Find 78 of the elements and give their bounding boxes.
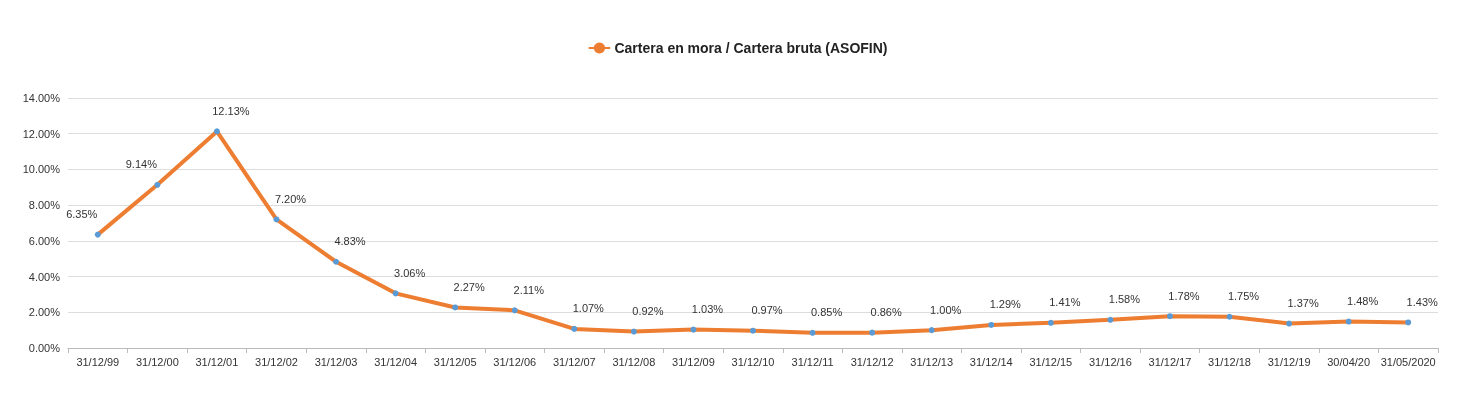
data-label: 0.86% [870, 306, 902, 319]
data-label: 1.43% [1406, 295, 1439, 308]
data-label: 1.00% [930, 303, 962, 316]
x-tick-label: 31/12/13 [910, 355, 954, 368]
data-label: 12.13% [212, 104, 250, 117]
y-tick-label: 6.00% [28, 234, 61, 247]
x-tick-label: 31/12/14 [969, 355, 1013, 368]
legend-label: Cartera en mora / Cartera bruta (ASOFIN) [614, 40, 888, 56]
point [571, 325, 578, 332]
data-label: 0.92% [632, 305, 664, 318]
data-label: 1.41% [1049, 296, 1081, 309]
data-label: 2.27% [453, 280, 485, 293]
point [94, 231, 101, 238]
data-label: 1.07% [572, 302, 605, 315]
y-tick-label: 12.00% [22, 127, 61, 140]
data-label: 0.85% [810, 306, 843, 319]
data-label: 1.37% [1287, 297, 1319, 310]
point [750, 327, 756, 334]
point [1226, 313, 1233, 320]
point [511, 307, 518, 314]
x-tick-label: 31/12/11 [791, 355, 834, 368]
x-tick-label: 31/12/19 [1267, 355, 1311, 368]
point [1047, 319, 1054, 326]
x-tick-label: 31/12/09 [672, 355, 715, 368]
point [809, 329, 816, 336]
point [869, 329, 876, 336]
y-tick-label: 2.00% [28, 306, 61, 319]
point [630, 328, 637, 335]
data-label: 6.35% [66, 208, 98, 221]
x-tick-label: 31/12/06 [493, 355, 537, 368]
point [1286, 320, 1293, 327]
y-tick-label: 8.00% [28, 199, 61, 212]
x-tick-label: 31/05/2020 [1380, 355, 1436, 368]
x-tick-label: 31/12/16 [1088, 355, 1132, 368]
data-label: 1.29% [989, 298, 1022, 311]
data-label: 2.11% [513, 283, 545, 296]
x-tick-label: 30/04/20 [1327, 355, 1371, 368]
x-tick-label: 31/12/15 [1029, 355, 1073, 368]
point [988, 321, 995, 328]
x-tick-label: 31/12/04 [374, 355, 418, 368]
x-tick-label: 31/12/08 [612, 355, 656, 368]
x-tick-label: 31/12/01 [195, 355, 239, 368]
y-tick-label: 4.00% [28, 270, 61, 283]
point [392, 290, 399, 297]
data-label: 7.20% [274, 192, 307, 205]
x-tick-label: 31/12/00 [135, 355, 179, 368]
x-tick-label: 31/12/99 [76, 355, 120, 368]
data-label: 1.75% [1227, 290, 1260, 303]
data-label: 1.48% [1347, 295, 1379, 308]
point [213, 128, 220, 135]
data-label: 3.06% [394, 266, 426, 279]
x-tick-label: 31/12/12 [850, 355, 894, 368]
data-label: 0.97% [751, 304, 783, 317]
x-tick-label: 31/12/03 [314, 355, 358, 368]
point [273, 216, 280, 223]
point [1107, 316, 1114, 323]
point [1166, 313, 1173, 320]
point [154, 181, 161, 188]
point [928, 327, 935, 334]
y-tick-label: 10.00% [22, 163, 61, 176]
data-label: 1.78% [1168, 289, 1200, 302]
x-tick-label: 31/12/07 [552, 355, 596, 368]
point [1405, 319, 1412, 326]
x-tick-label: 31/12/05 [433, 355, 477, 368]
y-tick-label: 14.00% [22, 92, 61, 104]
point [452, 304, 459, 311]
point [333, 258, 340, 265]
x-tick-label: 31/12/02 [255, 355, 298, 368]
y-tick-label: 0.00% [28, 342, 61, 354]
point [1345, 318, 1352, 325]
data-label: 9.14% [125, 158, 158, 171]
x-tick-label: 31/12/10 [731, 355, 775, 368]
data-label: 4.83% [334, 235, 366, 248]
data-label: 1.03% [691, 303, 724, 316]
x-tick-label: 31/12/17 [1148, 355, 1192, 368]
x-tick-label: 31/12/18 [1208, 355, 1251, 368]
point [690, 326, 697, 333]
data-label: 1.58% [1108, 293, 1141, 306]
